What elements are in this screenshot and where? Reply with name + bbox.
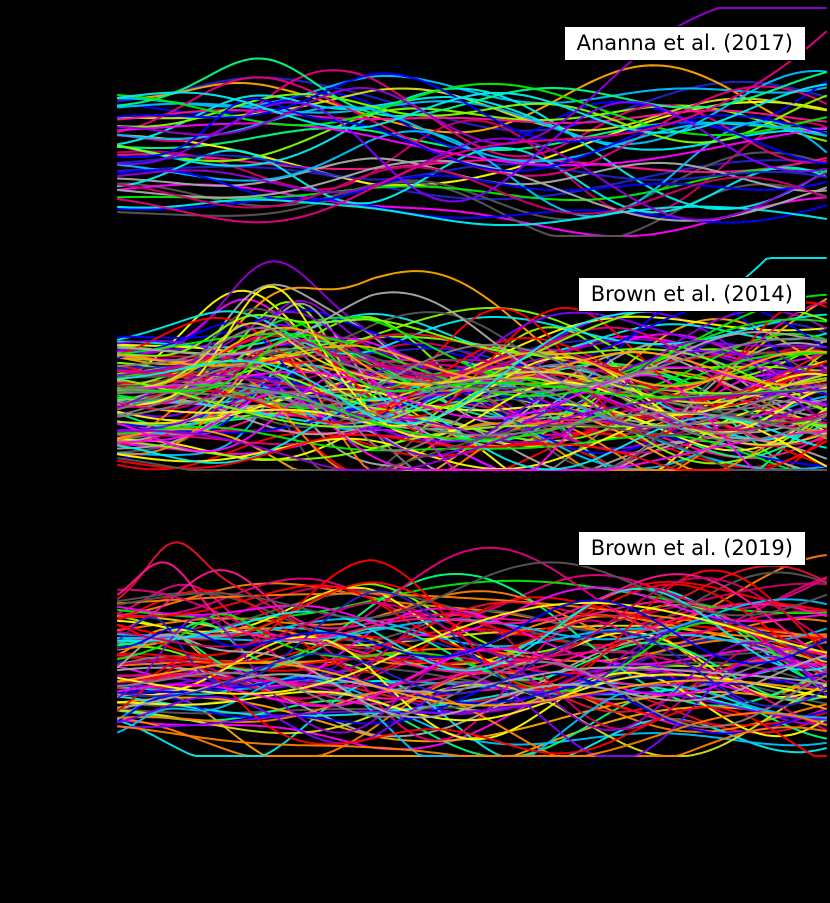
curve	[117, 364, 827, 429]
curve	[117, 391, 827, 437]
curve	[117, 343, 827, 442]
curve	[117, 322, 827, 404]
curve	[117, 661, 827, 707]
curve	[117, 426, 827, 471]
curve	[116, 122, 828, 167]
curve	[117, 326, 827, 391]
curve	[117, 603, 827, 675]
curve	[117, 647, 827, 708]
curve	[117, 633, 827, 719]
curve	[116, 169, 828, 203]
curve	[116, 166, 828, 215]
curve	[117, 661, 827, 728]
panel-2-curves	[117, 257, 827, 471]
curve	[117, 711, 827, 757]
curve	[117, 599, 827, 665]
curve	[116, 6, 828, 145]
curve	[117, 337, 827, 424]
curve	[117, 291, 827, 387]
curve	[116, 87, 828, 132]
curve	[116, 76, 828, 132]
curve	[117, 423, 827, 471]
curve	[117, 691, 827, 728]
curve	[117, 619, 827, 742]
curve	[116, 146, 828, 214]
panel-label-brown-2014: Brown et al. (2014)	[577, 277, 806, 313]
curve	[117, 344, 827, 386]
curve	[117, 601, 827, 695]
panel-3-curves	[117, 541, 827, 757]
curve	[116, 93, 828, 144]
panel-label-brown-2019: Brown et al. (2019)	[577, 531, 806, 567]
curve	[117, 371, 827, 471]
curve	[117, 559, 827, 691]
curve	[117, 666, 827, 709]
curve	[117, 326, 827, 393]
curve	[116, 197, 828, 224]
curve	[116, 198, 828, 227]
curve	[117, 285, 827, 438]
curve	[117, 561, 827, 619]
curve	[117, 316, 827, 388]
curve	[117, 388, 827, 452]
curve	[117, 433, 827, 471]
curve	[117, 347, 827, 424]
curve	[116, 100, 828, 203]
curve	[117, 338, 827, 432]
curve	[117, 310, 827, 355]
curve	[117, 561, 827, 659]
curve	[116, 97, 828, 173]
panel-1-curves	[116, 6, 828, 238]
curve	[117, 638, 827, 690]
curve	[117, 613, 827, 693]
curve	[116, 87, 828, 211]
curve	[117, 326, 827, 420]
curve	[117, 672, 827, 705]
curve	[117, 663, 827, 757]
curve	[116, 137, 828, 221]
curve	[116, 64, 828, 137]
curve	[117, 388, 827, 471]
curve	[116, 83, 828, 134]
curve	[117, 347, 827, 452]
curve	[117, 587, 827, 672]
curve	[117, 576, 827, 660]
curve	[116, 57, 828, 118]
curve	[117, 546, 827, 640]
curve	[117, 672, 827, 735]
curve	[117, 541, 827, 650]
curve	[117, 655, 827, 757]
panel-label-ananna-2017: Ananna et al. (2017)	[563, 26, 806, 62]
curve	[117, 630, 827, 708]
curve	[116, 30, 828, 224]
curve	[117, 598, 827, 642]
